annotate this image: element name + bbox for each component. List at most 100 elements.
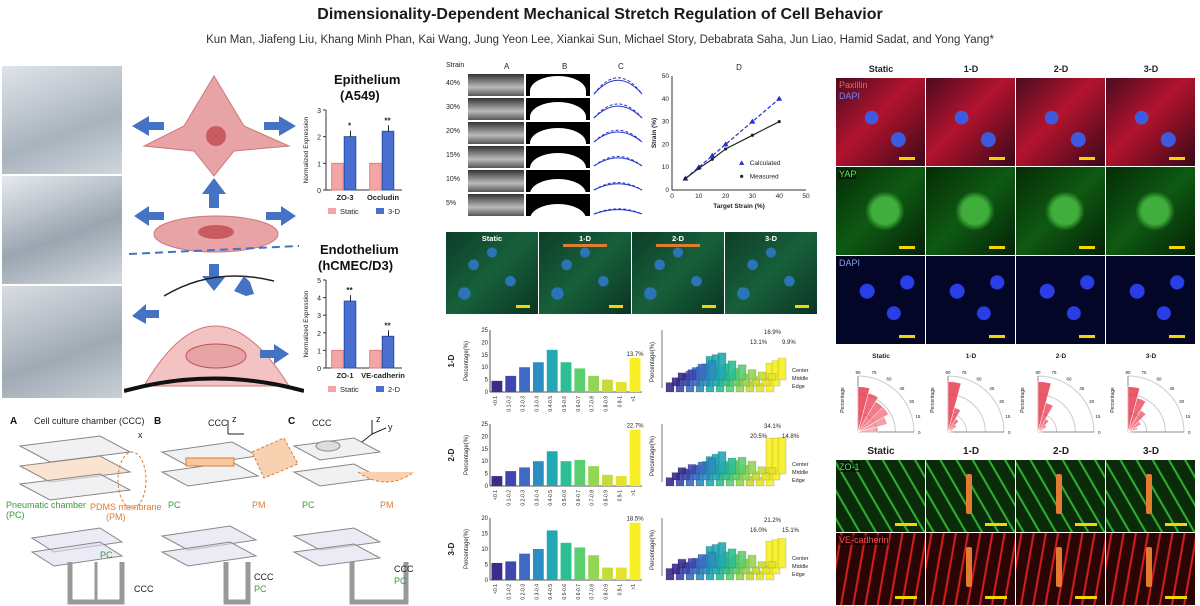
b-pc-label: PC	[168, 500, 181, 510]
dapi-row-cell	[836, 256, 925, 344]
x-tick-label: 10	[695, 193, 703, 200]
strain-mask	[526, 194, 590, 216]
bar-annotation: 18.5%	[627, 517, 645, 523]
polar-tick: 0	[1098, 430, 1101, 435]
polar-static: Static Percentage 75 60 45 30 15 90 0	[840, 353, 921, 435]
scale-bar	[702, 305, 716, 308]
x-tick-label: 0	[670, 193, 674, 200]
ccc-full-label: Cell culture chamber (CCC)	[34, 416, 145, 426]
point-measured	[724, 147, 728, 151]
y-axis-label: Percentage(%)	[464, 341, 470, 381]
polar-area: Static Percentage 75 60 45 30 15 90 0 1-D Percenta…	[836, 350, 1198, 440]
polar-tick: 15	[915, 414, 921, 419]
axis-middle-label: Middle	[792, 564, 808, 570]
arrow-up	[202, 178, 226, 208]
y-axis-label: Normalized Expression	[303, 290, 310, 357]
histogram-1-D: 1-D Percentage(%) 0 5 10 15 20 25 <0.1 0.1-0.2 0.2…	[447, 328, 644, 412]
stretch-arrow	[1056, 547, 1062, 587]
category-label: Occludin	[367, 193, 400, 202]
tag-paxillin: Paxillin	[839, 80, 868, 90]
annotation-middle: 13.1%	[750, 340, 768, 346]
polar-title: 3-D	[1146, 353, 1157, 360]
arrow-up-right	[264, 116, 296, 136]
vecadherin-row-cell	[1106, 533, 1195, 605]
col-label-1-d: 1-D	[962, 446, 980, 457]
histogram3d-0: Percentage(%) Center Middle Edge 16.9% 13.1% 9…	[650, 330, 809, 393]
scale-bar	[985, 523, 1007, 526]
b-ccc-label: CCC	[208, 418, 228, 428]
y-axis-label: Percentage(%)	[650, 436, 656, 476]
mid-micrographs: Static 1-D 2-D 3-D	[446, 232, 817, 314]
scale-bar	[1079, 157, 1095, 160]
histogram3d-bar	[757, 466, 767, 475]
polar-tick: 0	[1008, 430, 1011, 435]
micrograph-label: Static	[481, 234, 503, 243]
polar-title: 1-D	[966, 353, 977, 360]
polar-sector	[1127, 409, 1147, 433]
polar-sector	[947, 407, 961, 433]
col-a-header: A	[504, 62, 510, 71]
strain-profile	[593, 103, 643, 119]
axis-center-label: Center	[792, 556, 809, 562]
x-tick-label: 0.9-1	[617, 396, 623, 408]
b-ccc-bottom: CCC	[254, 572, 274, 582]
histogram3d-bar	[767, 467, 777, 475]
histogram3d-bar	[707, 360, 717, 381]
strain-photo	[468, 146, 524, 168]
y-tick-label: 10	[481, 365, 488, 371]
polar-sector	[857, 426, 879, 433]
epithelium-bar-chart: 0 1 2 3 Normalized Expression * ZO-3 ** Occludin…	[303, 108, 402, 216]
schematic-a-zoom	[117, 451, 147, 509]
histogram-bar	[505, 471, 517, 486]
polar-sector	[1037, 430, 1044, 433]
histogram3d-bar	[747, 554, 757, 569]
b-z-label: z	[232, 414, 237, 424]
histogram3d-bar	[777, 357, 787, 381]
histogram3d-bar	[767, 373, 777, 381]
chart-title: D	[736, 63, 742, 72]
arrow-curve-left	[132, 304, 159, 324]
histogram3d-1: Percentage(%) Center Middle Edge 34.1% 20.5% 1…	[650, 424, 809, 487]
y-tick-label: 15	[481, 353, 488, 359]
legend-calc-marker	[739, 160, 745, 165]
axis-middle-label: Middle	[792, 376, 808, 382]
endothelium-subtitle: (hCMEC/D3)	[318, 258, 394, 273]
strain-photo	[468, 98, 524, 120]
paxillin-row-cell	[1016, 78, 1105, 166]
histogram3d-bar	[707, 551, 717, 569]
x-tick-label: >1	[631, 396, 637, 402]
histogram-bar	[574, 368, 586, 392]
histogram3d-bar	[757, 561, 767, 569]
scale-bar	[1169, 246, 1185, 249]
schematic-a-assembled	[30, 527, 124, 567]
scale-bar	[989, 335, 1005, 338]
y-axis-label: Percentage(%)	[464, 435, 470, 475]
histogram3d-bar	[677, 372, 687, 381]
y-tick-label: 5	[485, 563, 489, 569]
point-calculated	[722, 141, 729, 147]
strain-dome	[530, 204, 586, 216]
histogram-bar	[519, 467, 530, 486]
profile-solid	[593, 131, 643, 143]
polar-tick: 45	[989, 386, 995, 391]
polar-tick: 75	[962, 370, 968, 375]
vecadherin-row-cell	[836, 533, 925, 605]
histogram-bar	[519, 367, 530, 392]
x-tick-label: 0.8-0.9	[603, 490, 609, 506]
point-measured	[683, 177, 687, 181]
x-tick-label: 0.7-0.8	[590, 584, 596, 600]
x-tick-label: 0.5-0.6	[562, 396, 568, 412]
y-tick-label: 5	[317, 278, 321, 285]
legend-static-label: Static	[340, 385, 359, 394]
y-tick-label: 0	[317, 366, 321, 373]
polar-3-d: 3-D Percentage 75 60 45 30 15 90 0	[1110, 353, 1191, 435]
histogram-bar	[602, 379, 613, 392]
strain-mask	[526, 98, 590, 120]
c-pc-label: PC	[302, 500, 315, 510]
histogram3d-2: Percentage(%) Center Middle Edge 21.2% 16.0% 1…	[650, 518, 809, 581]
x-tick-label: 0.9-1	[617, 584, 623, 596]
schematic-a-exploded	[18, 435, 132, 501]
point-calculated	[776, 95, 783, 101]
x-tick-label: <0.1	[493, 396, 499, 406]
strain-row-label: 15%	[446, 152, 461, 159]
